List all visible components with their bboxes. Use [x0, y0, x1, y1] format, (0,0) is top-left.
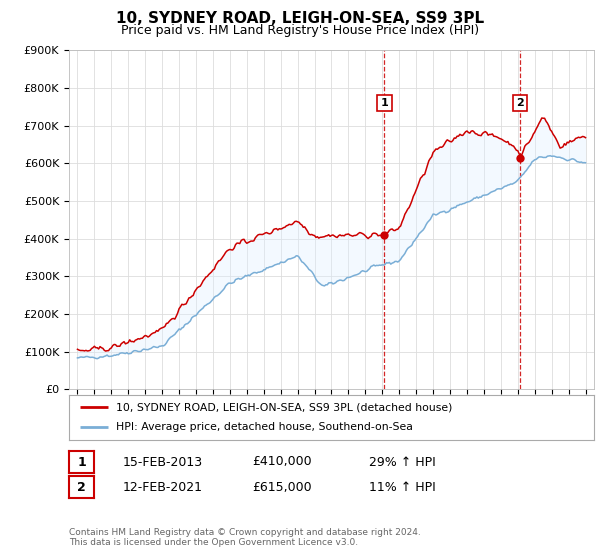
Text: 1: 1	[380, 98, 388, 108]
Text: 11% ↑ HPI: 11% ↑ HPI	[369, 480, 436, 494]
Text: 29% ↑ HPI: 29% ↑ HPI	[369, 455, 436, 469]
Text: £410,000: £410,000	[252, 455, 311, 469]
Text: 2: 2	[516, 98, 524, 108]
Text: £615,000: £615,000	[252, 480, 311, 494]
Text: 10, SYDNEY ROAD, LEIGH-ON-SEA, SS9 3PL: 10, SYDNEY ROAD, LEIGH-ON-SEA, SS9 3PL	[116, 11, 484, 26]
Text: Contains HM Land Registry data © Crown copyright and database right 2024.
This d: Contains HM Land Registry data © Crown c…	[69, 528, 421, 547]
Text: 1: 1	[77, 455, 86, 469]
Text: 12-FEB-2021: 12-FEB-2021	[123, 480, 203, 494]
Text: Price paid vs. HM Land Registry's House Price Index (HPI): Price paid vs. HM Land Registry's House …	[121, 24, 479, 38]
Text: 10, SYDNEY ROAD, LEIGH-ON-SEA, SS9 3PL (detached house): 10, SYDNEY ROAD, LEIGH-ON-SEA, SS9 3PL (…	[116, 402, 452, 412]
Text: HPI: Average price, detached house, Southend-on-Sea: HPI: Average price, detached house, Sout…	[116, 422, 413, 432]
Text: 2: 2	[77, 480, 86, 494]
Text: 15-FEB-2013: 15-FEB-2013	[123, 455, 203, 469]
